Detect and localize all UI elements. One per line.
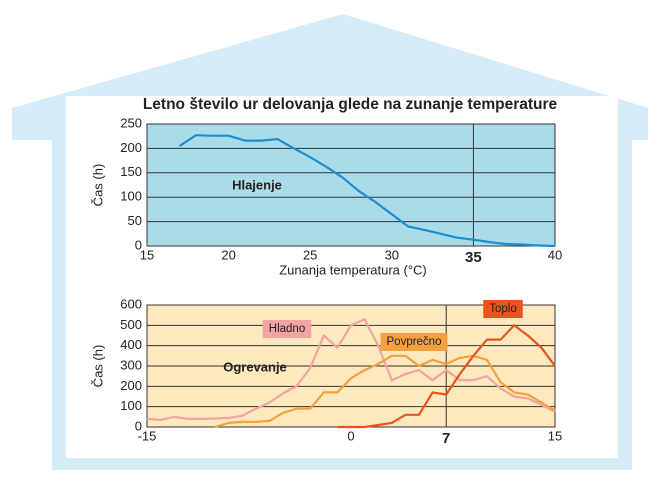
y-tick-label: 250 (120, 115, 142, 130)
x-tick-label: 15 (548, 428, 562, 443)
chart: Letno število ur delovanja glede na zuna… (0, 0, 660, 486)
series-label: Hlajenje (232, 177, 282, 192)
y-axis-label: Čas (h) (90, 164, 105, 207)
series-label: Hladno (269, 323, 305, 335)
x-tick-label: 25 (303, 247, 317, 262)
annotation: Ogrevanje (223, 359, 287, 374)
x-tick-label: 20 (221, 247, 235, 262)
series-label: Povprečno (387, 336, 442, 348)
page: {"chart_data": [ {"type": "line", "title… (0, 0, 660, 486)
y-tick-label: 200 (120, 378, 142, 393)
y-tick-label: 600 (120, 296, 142, 311)
x-axis-label: Zunanja temperatura (°C) (279, 262, 427, 277)
x-tick-label: 35 (465, 249, 482, 266)
series-label: Toplo (489, 303, 517, 315)
y-tick-label: 100 (120, 398, 142, 413)
x-tick-label: 30 (385, 247, 399, 262)
y-axis-label: Čas (h) (90, 345, 105, 388)
y-tick-label: 100 (120, 189, 142, 204)
x-tick-label: 15 (140, 247, 154, 262)
x-tick-label: -15 (138, 428, 157, 443)
x-tick-label: 0 (347, 428, 354, 443)
y-tick-label: 500 (120, 317, 142, 332)
x-tick-label: 40 (548, 247, 562, 262)
x-tick-label: 7 (442, 430, 450, 447)
y-tick-label: 300 (120, 357, 142, 372)
y-tick-label: 150 (120, 164, 142, 179)
y-tick-label: 200 (120, 140, 142, 155)
chart-title: Letno število ur delovanja glede na zuna… (143, 96, 558, 113)
y-tick-label: 50 (128, 213, 142, 228)
y-tick-label: 400 (120, 337, 142, 352)
